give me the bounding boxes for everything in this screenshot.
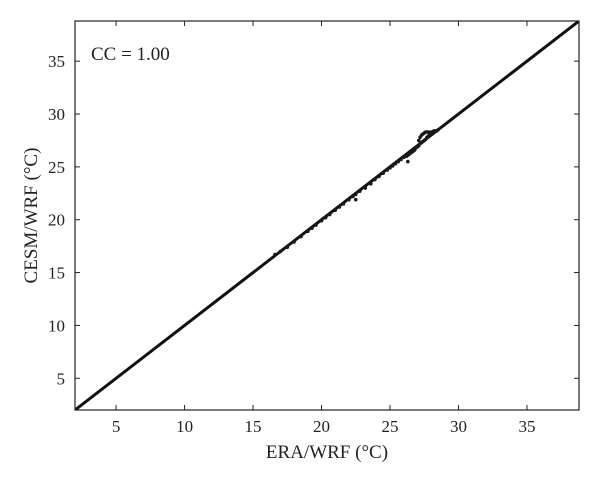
scatter-point (337, 205, 342, 209)
plot-frame (74, 20, 580, 411)
scatter-point (323, 215, 328, 220)
x-tick-label: 15 (245, 417, 262, 436)
scatter-point (347, 197, 351, 202)
y-tick-label: 35 (48, 52, 65, 71)
scatter-point (381, 171, 385, 176)
x-axis-label: ERA/WRF (°C) (266, 442, 388, 463)
scatter-point (353, 192, 358, 197)
scatter-point (319, 218, 324, 223)
scatter-point (333, 208, 338, 213)
scatter-point (292, 240, 296, 244)
y-axis-label: CESM/WRF (°C) (21, 148, 42, 284)
scatter-points (273, 128, 440, 257)
y-tick-label: 30 (48, 105, 65, 124)
scatter-point (406, 159, 410, 164)
scatter-point (393, 161, 398, 166)
scatter-point (388, 166, 392, 170)
y-tick-label: 20 (48, 211, 65, 230)
scatter-point (299, 234, 303, 239)
scatter-point (273, 252, 277, 257)
scatter-point (278, 249, 283, 254)
scatter-point (390, 164, 395, 168)
scatter-point (314, 223, 318, 227)
x-tick-label: 20 (313, 417, 330, 436)
scatter-point (310, 226, 314, 230)
y-tick-label: 10 (48, 316, 65, 335)
scatter-point (399, 157, 403, 162)
scatter-point (385, 168, 390, 172)
scatter-point (327, 212, 332, 217)
scatter-point (416, 138, 421, 143)
y-tick-label: 25 (48, 158, 65, 177)
scatter-point (341, 202, 346, 206)
scatter-point (377, 174, 381, 179)
x-tick-label: 30 (450, 417, 467, 436)
correlation-annotation: CC = 1.00 (91, 44, 170, 65)
x-tick-label: 25 (382, 417, 399, 436)
x-tick-label: 35 (518, 417, 535, 436)
y-tick-label: 5 (57, 369, 66, 388)
scatter-point (306, 229, 310, 234)
scatter-point (401, 155, 406, 160)
scatter-point (396, 159, 401, 164)
scatter-point (351, 194, 355, 199)
scatter-point (363, 186, 368, 190)
scatter-point (373, 177, 377, 182)
x-tick-label: 10 (176, 417, 193, 436)
one-to-one-line (75, 21, 579, 410)
scatter-point (353, 197, 358, 202)
scatter-point (369, 181, 373, 186)
scatter-point (285, 245, 290, 250)
scatter-point (436, 128, 440, 132)
scatter-point (358, 189, 362, 193)
x-tick-label: 5 (112, 417, 121, 436)
y-tick-label: 15 (48, 264, 65, 283)
